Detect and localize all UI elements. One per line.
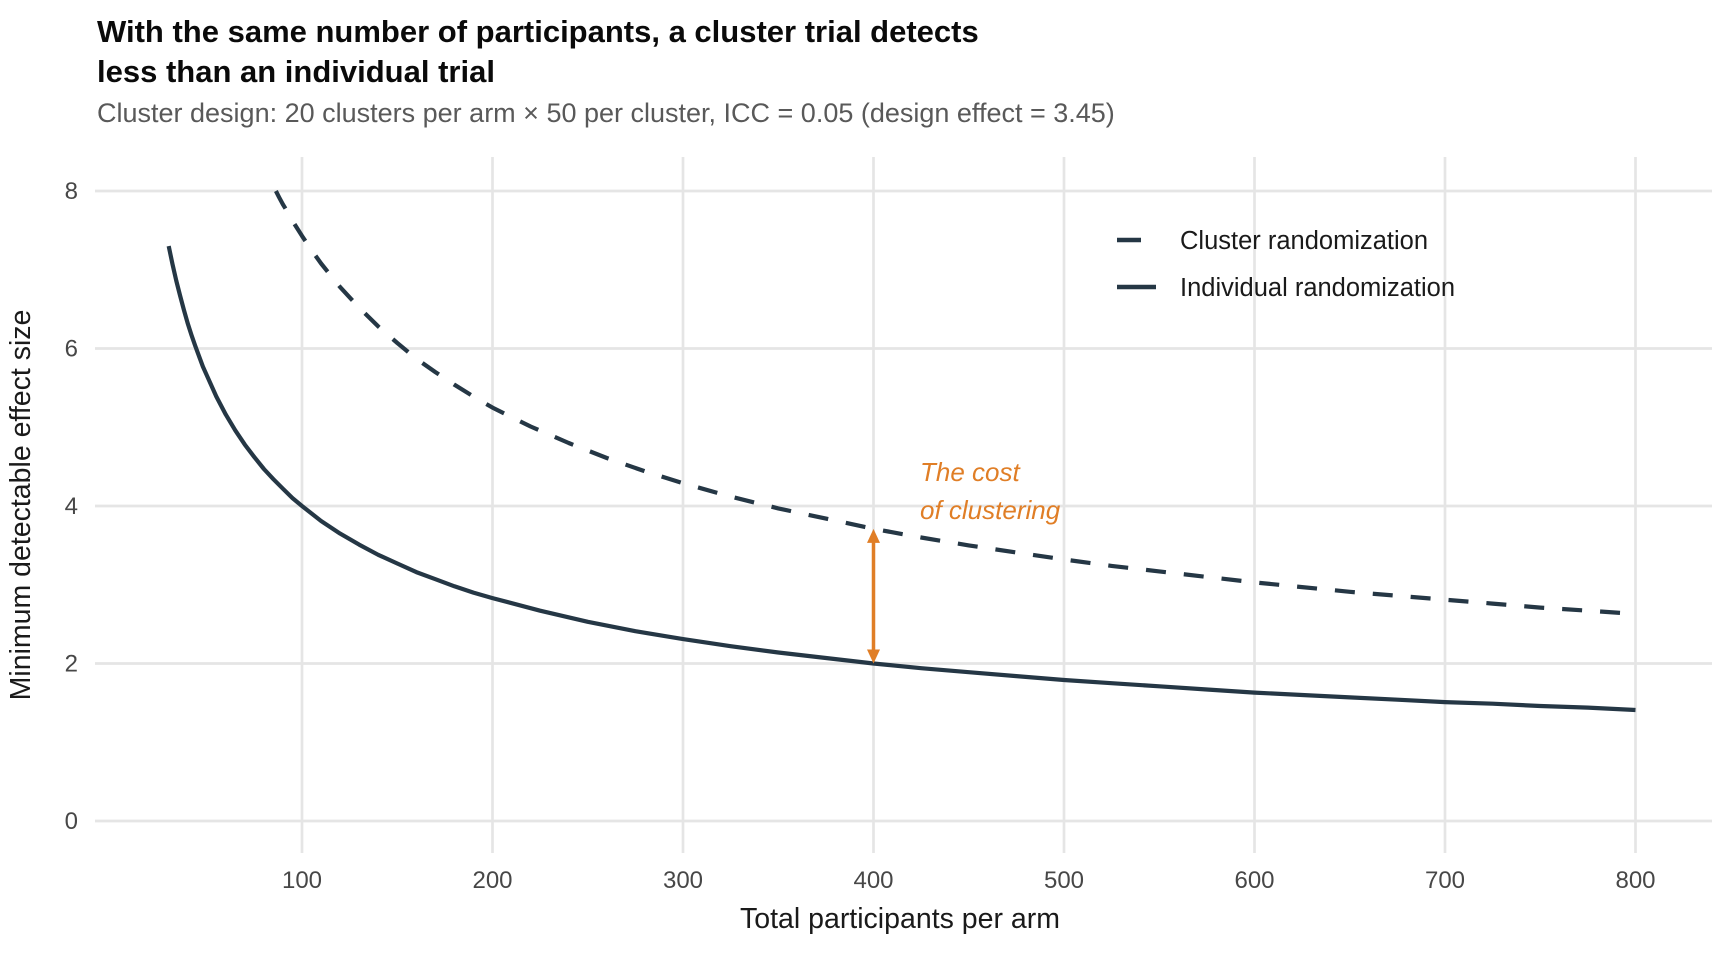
x-tick-label: 800 <box>1615 867 1655 894</box>
chart-title: With the same number of participants, a … <box>97 12 979 92</box>
curve-layer <box>166 190 1636 713</box>
x-tick-label: 100 <box>282 867 322 894</box>
cost-arrow <box>867 528 880 664</box>
x-axis-title: Total participants per arm <box>740 903 1060 935</box>
cost-arrow-head-down <box>867 649 880 664</box>
chart-title-line1: With the same number of participants, a … <box>97 14 979 49</box>
y-tick-label: 8 <box>65 178 78 205</box>
x-tick-label: 400 <box>853 867 893 894</box>
x-tick-label: 500 <box>1044 867 1084 894</box>
y-tick-label: 0 <box>65 808 78 835</box>
chart-title-line2: less than an individual trial <box>97 54 495 89</box>
legend: Cluster randomization Individual randomi… <box>1117 227 1455 302</box>
legend-label-individual: Individual randomization <box>1180 274 1455 302</box>
x-tick-label: 600 <box>1234 867 1274 894</box>
gridline-layer <box>95 157 1712 853</box>
x-tick-label: 200 <box>472 867 512 894</box>
cost-annotation-line1: The cost <box>920 457 1021 487</box>
chart-subtitle: Cluster design: 20 clusters per arm × 50… <box>97 98 1115 128</box>
curve-dashed <box>274 190 1636 616</box>
cost-annotation: The cost of clustering <box>920 457 1061 525</box>
y-axis-title: Minimum detectable effect size <box>5 310 37 701</box>
y-tick-label: 4 <box>65 493 78 520</box>
x-tick-label: 700 <box>1425 867 1465 894</box>
x-tick-label: 300 <box>663 867 703 894</box>
tick-label-layer: 100 200 300 400 500 600 700 800 0 2 4 6 8 <box>65 178 1656 894</box>
y-tick-label: 6 <box>65 336 78 363</box>
cost-annotation-line2: of clustering <box>920 495 1061 525</box>
legend-label-cluster: Cluster randomization <box>1180 227 1428 255</box>
curve-solid <box>166 245 1636 713</box>
cost-arrow-head-up <box>867 528 880 543</box>
y-tick-label: 2 <box>65 651 78 678</box>
